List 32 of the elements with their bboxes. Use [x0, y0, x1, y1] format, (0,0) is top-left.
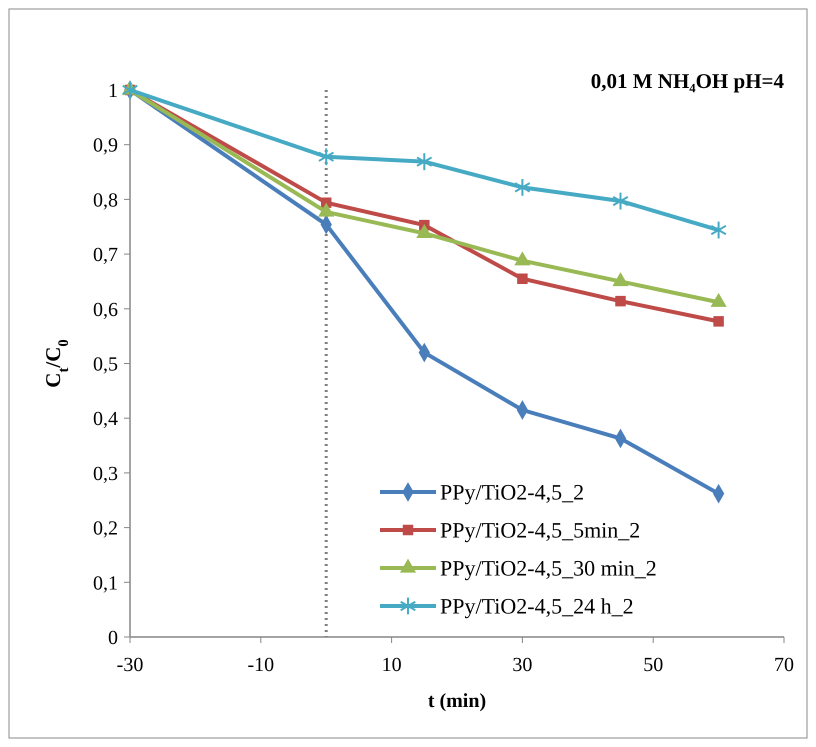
point [710, 220, 727, 240]
y-tick-label: 0,4 [93, 408, 118, 430]
x-tick-label: 30 [512, 654, 532, 676]
point [612, 192, 629, 210]
x-tick-label: 50 [643, 654, 664, 676]
legend-label: PPy/TiO2-4,5_30 min_2 [440, 556, 657, 581]
point [615, 296, 626, 306]
point [416, 152, 433, 172]
y-tick-label: 0 [108, 627, 118, 649]
x-tick-label: -10 [247, 654, 274, 676]
y-tick-label: 0,9 [93, 134, 118, 157]
y-tick-label: 0,3 [93, 462, 118, 485]
y-tick-label: 0,5 [93, 354, 118, 376]
y-tick-label: 0,1 [93, 572, 118, 594]
legend-label: PPy/TiO2-4,5_24 h_2 [440, 594, 634, 619]
y-tick-label: 0,6 [93, 298, 118, 321]
y-tick-label: 1 [108, 80, 118, 102]
point [517, 273, 528, 284]
point [122, 80, 138, 100]
point [318, 147, 334, 166]
chart-title: 0,01 M NH₄OH pH=4 [590, 69, 784, 93]
point [713, 316, 724, 327]
x-tick-label: -30 [116, 654, 144, 676]
x-axis-title: t (min) [428, 690, 486, 712]
y-tick-label: 0,8 [93, 189, 118, 212]
x-tick-label: 10 [382, 654, 402, 676]
y-tick-label: 0,7 [93, 244, 118, 266]
legend-label: PPy/TiO2-4,5_5min_2 [440, 518, 640, 543]
x-tick-label: 70 [774, 654, 794, 676]
point [514, 178, 531, 197]
legend-label: PPy/TiO2-4,5_2 [440, 480, 584, 505]
y-tick-label: 0,2 [93, 518, 118, 540]
